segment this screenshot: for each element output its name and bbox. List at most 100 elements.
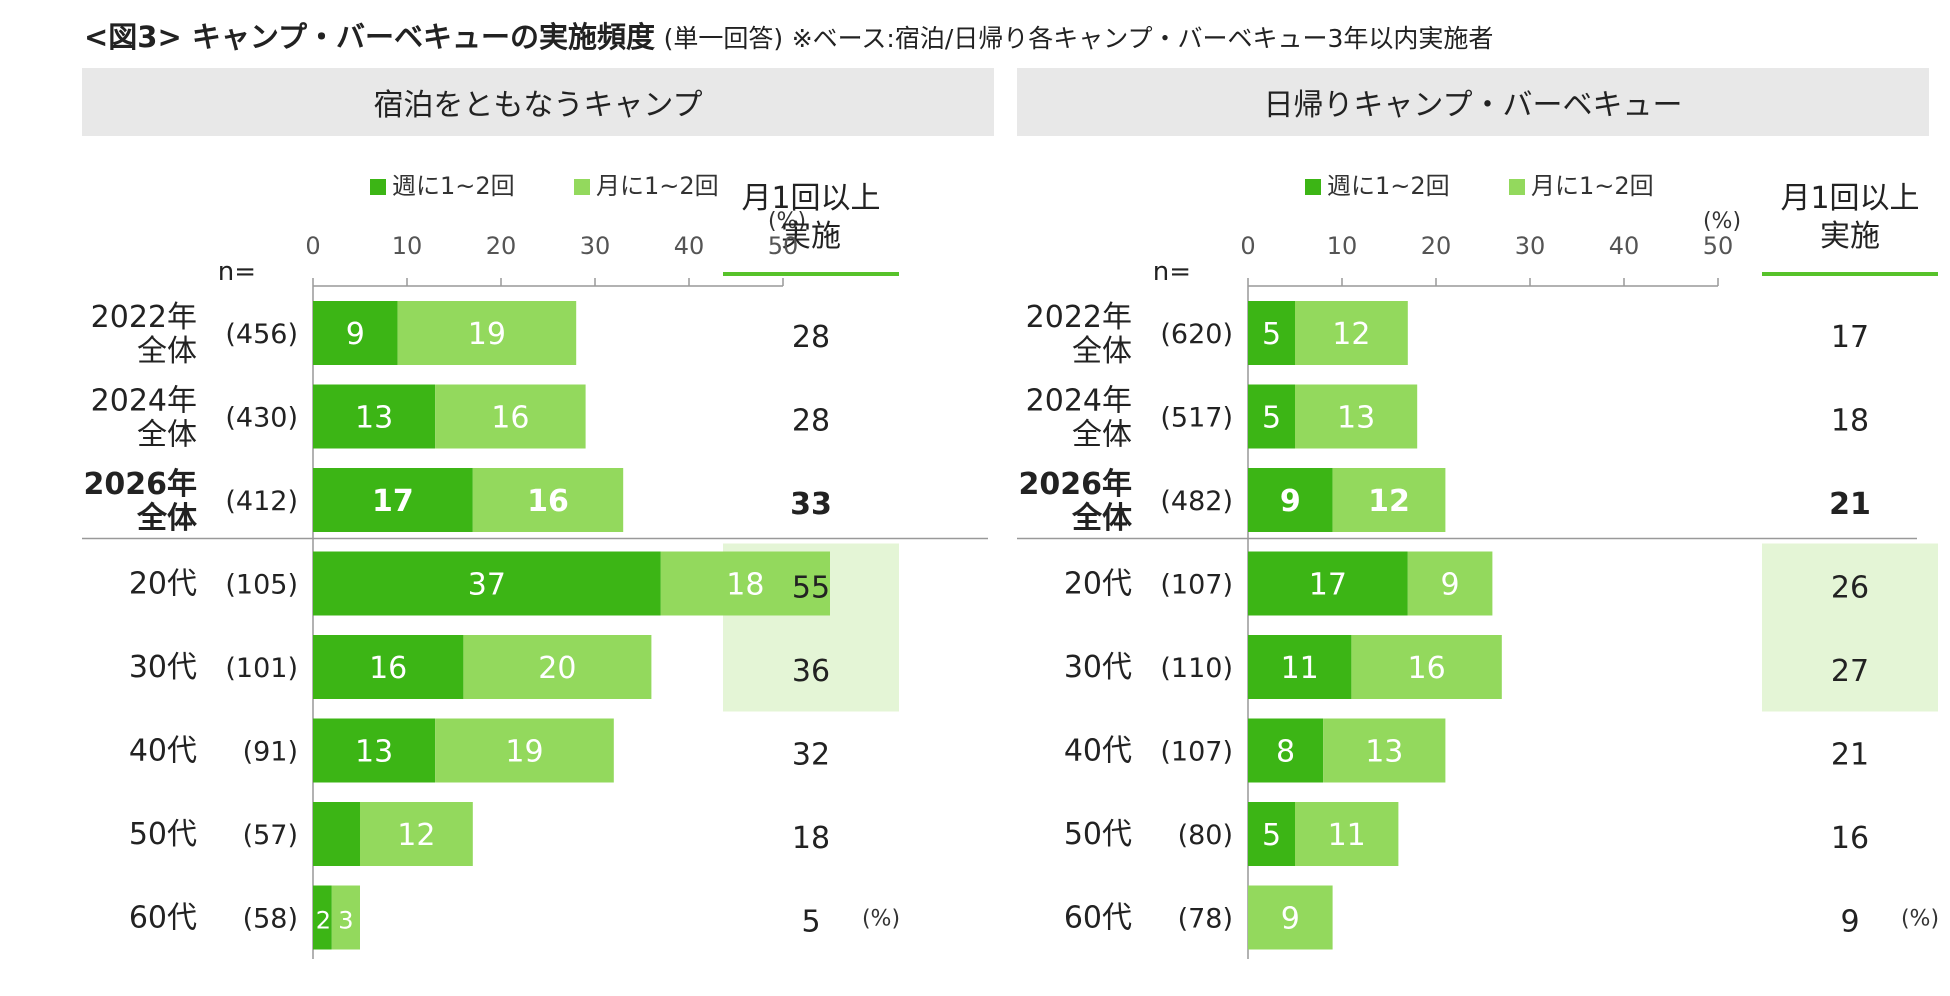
bar-label-monthly: 3 bbox=[338, 907, 353, 935]
summary-value: 5 bbox=[801, 905, 820, 940]
bar-weekly bbox=[1248, 718, 1324, 783]
bar-label-monthly: 20 bbox=[538, 651, 576, 686]
bar-weekly bbox=[313, 301, 398, 365]
summary-highlight-bg bbox=[1762, 627, 1938, 712]
bar-monthly bbox=[435, 718, 614, 783]
category-label-line1: 2026年 bbox=[1019, 467, 1133, 502]
figure-title: <図3> キャンプ・バーベキューの実施頻度 (単一回答) ※ベース:宿泊/日帰り… bbox=[84, 14, 1493, 56]
bar-label-monthly: 11 bbox=[1328, 818, 1366, 853]
sample-size-label: (412) bbox=[225, 486, 298, 517]
bar-label-monthly: 13 bbox=[1365, 735, 1403, 770]
bar-monthly bbox=[472, 468, 624, 532]
bar-label-monthly: 9 bbox=[1281, 902, 1300, 937]
axis-unit-label: (%) bbox=[768, 209, 806, 234]
summary-unit-label: (%) bbox=[862, 907, 900, 932]
category-label: 50代 bbox=[1064, 817, 1132, 852]
x-tick-label: 40 bbox=[674, 232, 705, 260]
category-label: 50代 bbox=[129, 817, 197, 852]
category-label-line2: 全体 bbox=[1071, 501, 1133, 536]
legend-swatch-monthly bbox=[574, 179, 590, 195]
figure-title-main: <図3> キャンプ・バーベキューの実施頻度 bbox=[84, 20, 656, 54]
category-label-line2: 全体 bbox=[1072, 418, 1132, 453]
x-tick-label: 50 bbox=[1703, 232, 1734, 260]
summary-header-line2: 実施 bbox=[1820, 219, 1880, 254]
bar-label-weekly: 5 bbox=[1262, 317, 1281, 352]
bar-label-monthly: 16 bbox=[491, 401, 529, 436]
category-label-line2: 全体 bbox=[137, 334, 197, 369]
sample-size-label: (58) bbox=[243, 904, 298, 935]
bar-monthly bbox=[463, 635, 652, 699]
bar-label-weekly: 5 bbox=[1262, 818, 1281, 853]
figure-base-note: ※ベース:宿泊/日帰り各キャンプ・バーベキュー3年以内実施者 bbox=[791, 24, 1494, 53]
bar-monthly bbox=[1295, 802, 1399, 866]
bar-weekly bbox=[1248, 802, 1295, 866]
bar-label-weekly: 2 bbox=[316, 907, 331, 935]
bar-monthly bbox=[331, 885, 360, 950]
bar-label-monthly: 12 bbox=[1368, 484, 1410, 519]
summary-value: 32 bbox=[792, 738, 830, 773]
sample-size-label: (91) bbox=[243, 737, 298, 768]
bar-label-monthly: 9 bbox=[1441, 568, 1460, 603]
bar-monthly bbox=[1407, 551, 1493, 616]
bar-label-monthly: 18 bbox=[726, 568, 764, 603]
summary-header-line2: 実施 bbox=[781, 219, 841, 254]
bar-weekly bbox=[313, 468, 473, 532]
category-label-line1: 2022年 bbox=[1026, 300, 1132, 335]
category-label-line2: 全体 bbox=[137, 418, 197, 453]
panel-header-overnight: 宿泊をともなうキャンプ bbox=[82, 68, 994, 136]
bar-weekly bbox=[313, 635, 464, 699]
category-label: 20代 bbox=[1064, 567, 1132, 602]
summary-value: 27 bbox=[1831, 654, 1869, 689]
summary-value: 28 bbox=[792, 404, 830, 439]
legend-label-monthly: 月に1~2回 bbox=[1531, 172, 1654, 200]
x-tick-label: 40 bbox=[1609, 232, 1640, 260]
bar-monthly bbox=[360, 802, 473, 866]
bar-label-weekly: 17 bbox=[372, 484, 414, 519]
bar-weekly bbox=[1248, 301, 1295, 365]
bar-label-weekly: 9 bbox=[346, 317, 365, 352]
bar-label-monthly: 19 bbox=[505, 735, 543, 770]
bar-label-weekly: 17 bbox=[1309, 568, 1347, 603]
bar-monthly bbox=[1295, 384, 1418, 449]
bar-label-monthly: 16 bbox=[1408, 651, 1446, 686]
bar-weekly bbox=[1248, 551, 1408, 616]
bar-label-weekly: 13 bbox=[355, 401, 393, 436]
bar-weekly bbox=[1248, 635, 1352, 699]
bar-label-weekly: 11 bbox=[1281, 651, 1319, 686]
bar-monthly bbox=[1351, 635, 1502, 699]
bar-weekly bbox=[1248, 384, 1295, 449]
bar-weekly bbox=[313, 384, 436, 449]
bar-weekly bbox=[313, 885, 332, 950]
sample-size-label: (456) bbox=[225, 319, 298, 350]
legend-label-monthly: 月に1~2回 bbox=[596, 172, 719, 200]
summary-header-line1: 月1回以上 bbox=[1780, 181, 1919, 216]
sample-size-label: (620) bbox=[1160, 319, 1233, 350]
summary-value: 18 bbox=[1831, 404, 1869, 439]
x-tick-label: 10 bbox=[392, 232, 423, 260]
bar-monthly bbox=[397, 301, 577, 365]
legend-label-weekly: 週に1~2回 bbox=[392, 172, 515, 200]
sample-size-label: (78) bbox=[1178, 904, 1233, 935]
summary-value: 36 bbox=[792, 654, 830, 689]
bar-monthly bbox=[435, 384, 586, 449]
summary-highlight-bg bbox=[1762, 543, 1938, 628]
category-label: 60代 bbox=[1064, 901, 1132, 936]
bar-label-weekly: 37 bbox=[468, 568, 506, 603]
bar-monthly bbox=[1295, 301, 1408, 365]
x-tick-label: 0 bbox=[1240, 232, 1255, 260]
bar-monthly bbox=[1248, 885, 1333, 950]
summary-value: 18 bbox=[792, 821, 830, 856]
x-tick-label: 0 bbox=[305, 232, 320, 260]
bar-label-monthly: 13 bbox=[1337, 401, 1375, 436]
summary-highlight-bg bbox=[723, 627, 899, 712]
bar-label-weekly: 8 bbox=[1276, 735, 1295, 770]
x-tick-label: 20 bbox=[1421, 232, 1452, 260]
x-tick-label: 20 bbox=[486, 232, 517, 260]
category-label: 30代 bbox=[1064, 650, 1132, 685]
x-tick-label: 10 bbox=[1327, 232, 1358, 260]
bar-label-weekly: 16 bbox=[369, 651, 407, 686]
legend-swatch-weekly bbox=[370, 179, 386, 195]
summary-value: 21 bbox=[1831, 738, 1869, 773]
category-label: 40代 bbox=[1064, 734, 1132, 769]
